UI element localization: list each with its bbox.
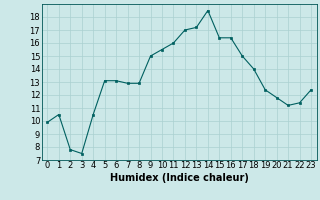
X-axis label: Humidex (Indice chaleur): Humidex (Indice chaleur) [110,173,249,183]
